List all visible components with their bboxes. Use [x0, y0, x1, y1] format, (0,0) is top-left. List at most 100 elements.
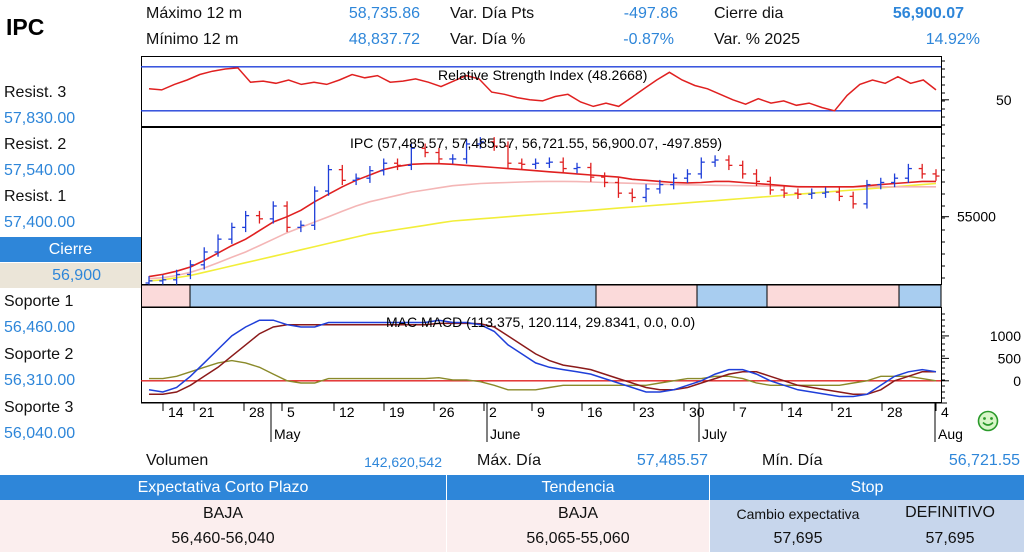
price-bar — [518, 158, 526, 169]
price-panel-frame — [141, 127, 942, 285]
min12-label: Mínimo 12 m — [146, 31, 239, 48]
support-3-label: Soporte 3 — [4, 399, 74, 416]
date-month-label: June — [490, 426, 521, 442]
price-bar — [283, 201, 291, 233]
date-month-label: July — [702, 426, 727, 442]
price-bar — [352, 173, 360, 186]
price-bar — [753, 169, 761, 187]
price-bar — [242, 210, 250, 233]
macd-line — [148, 319, 937, 398]
trend-band-segment-3 — [696, 284, 768, 308]
support-2-value: 56,310.00 — [4, 372, 76, 389]
ytd-label: Var. % 2025 — [714, 31, 800, 48]
price-bar — [697, 157, 705, 179]
price-bar — [490, 137, 498, 151]
stop-definitive-value: 57,695 — [925, 530, 975, 547]
price-bar — [407, 143, 415, 171]
sma-long-line — [148, 182, 937, 282]
price-bar — [366, 166, 374, 183]
price-bar — [449, 154, 457, 164]
max-day-value: 57,485.57 — [636, 452, 708, 469]
var-pct-value: -0.87% — [623, 31, 674, 48]
stop-change-value: 57,695 — [773, 530, 823, 547]
date-day-label: 28 — [249, 404, 265, 420]
price-bar — [573, 162, 581, 174]
price-bar — [559, 157, 567, 174]
macd-tick-label: 500 — [998, 350, 1022, 366]
date-day-label: 30 — [689, 404, 705, 420]
stop-header: Stop — [710, 475, 1024, 500]
price-bar — [891, 173, 899, 188]
date-day-label: 26 — [439, 404, 455, 420]
price-bar — [435, 147, 443, 164]
volume-value: 142,620,542 — [364, 454, 442, 470]
rsi-tick-label: 50 — [996, 92, 1012, 108]
price-bar — [297, 220, 305, 233]
sma-mid-line — [148, 180, 936, 280]
rsi-title: Relative Strength Index (48.2668) — [438, 67, 647, 83]
price-bar — [159, 275, 167, 286]
price-bar — [794, 188, 802, 199]
var-pts-value: -497.86 — [623, 5, 678, 22]
macd-tick-label: 0 — [1013, 373, 1021, 389]
macd-title: MAC MACD (113.375, 120.114, 29.8341, 0.0… — [386, 314, 695, 330]
price-bar — [311, 186, 319, 230]
trend-range: 56,065-55,060 — [526, 530, 630, 547]
price-bar — [711, 155, 719, 167]
date-day-label: 7 — [739, 404, 747, 420]
max12-value: 58,735.86 — [348, 5, 420, 22]
price-bar — [849, 191, 857, 209]
price-bar — [214, 234, 222, 257]
price-bar — [394, 158, 402, 171]
trend-band-segment-4 — [766, 284, 900, 308]
max-day-label: Máx. Día — [477, 452, 542, 469]
price-bar — [269, 201, 277, 224]
price-tick-label: 55000 — [957, 209, 996, 225]
date-month-label: Aug — [938, 426, 963, 442]
price-bar — [683, 169, 691, 183]
date-day-label: 19 — [389, 404, 405, 420]
trend-band-segment-1 — [189, 284, 597, 308]
price-bar — [476, 137, 484, 149]
price-bar — [863, 179, 871, 209]
price-bar — [766, 176, 774, 195]
price-bar — [822, 187, 830, 198]
macd-signal-line — [149, 322, 936, 396]
price-bar — [918, 163, 926, 179]
date-day-label: 12 — [339, 404, 355, 420]
price-bar — [545, 157, 553, 168]
price-bar — [504, 141, 512, 168]
ticker-symbol: IPC — [6, 14, 45, 40]
max12-label: Máximo 12 m — [146, 5, 243, 22]
date-day-label: 9 — [537, 404, 545, 420]
rsi-panel-frame — [141, 56, 942, 127]
date-day-label: 5 — [287, 404, 295, 420]
date-month-label: May — [274, 426, 300, 442]
min12-value: 48,837.72 — [348, 31, 420, 48]
price-bar — [808, 188, 816, 199]
price-bar — [601, 172, 609, 188]
trend-header: Tendencia — [447, 475, 709, 500]
resist-2-value: 57,540.00 — [4, 162, 76, 179]
date-day-label: 21 — [837, 404, 853, 420]
var-pts-label: Var. Día Pts — [450, 5, 535, 22]
date-day-label: 14 — [787, 404, 803, 420]
price-bar — [932, 169, 940, 181]
price-bar — [200, 247, 208, 270]
close-day-label: Cierre dia — [714, 5, 784, 22]
price-bar — [670, 173, 678, 190]
price-bar — [835, 187, 843, 202]
price-bar — [421, 143, 429, 158]
price-bar — [186, 260, 194, 280]
min-day-value: 56,721.55 — [948, 452, 1020, 469]
support-2-label: Soporte 2 — [4, 346, 74, 363]
short-term-header: Expectativa Corto Plazo — [0, 475, 446, 500]
resist-1-label: Resist. 1 — [4, 188, 67, 205]
trend-band-segment-2 — [595, 284, 698, 308]
price-bar — [904, 163, 912, 183]
price-title: IPC (57,485.57, 57,485.57, 56,721.55, 56… — [350, 135, 722, 151]
ytd-value: 14.92% — [925, 31, 980, 48]
price-bar — [628, 188, 636, 203]
date-day-label: 2 — [489, 404, 497, 420]
price-bar — [614, 177, 622, 198]
